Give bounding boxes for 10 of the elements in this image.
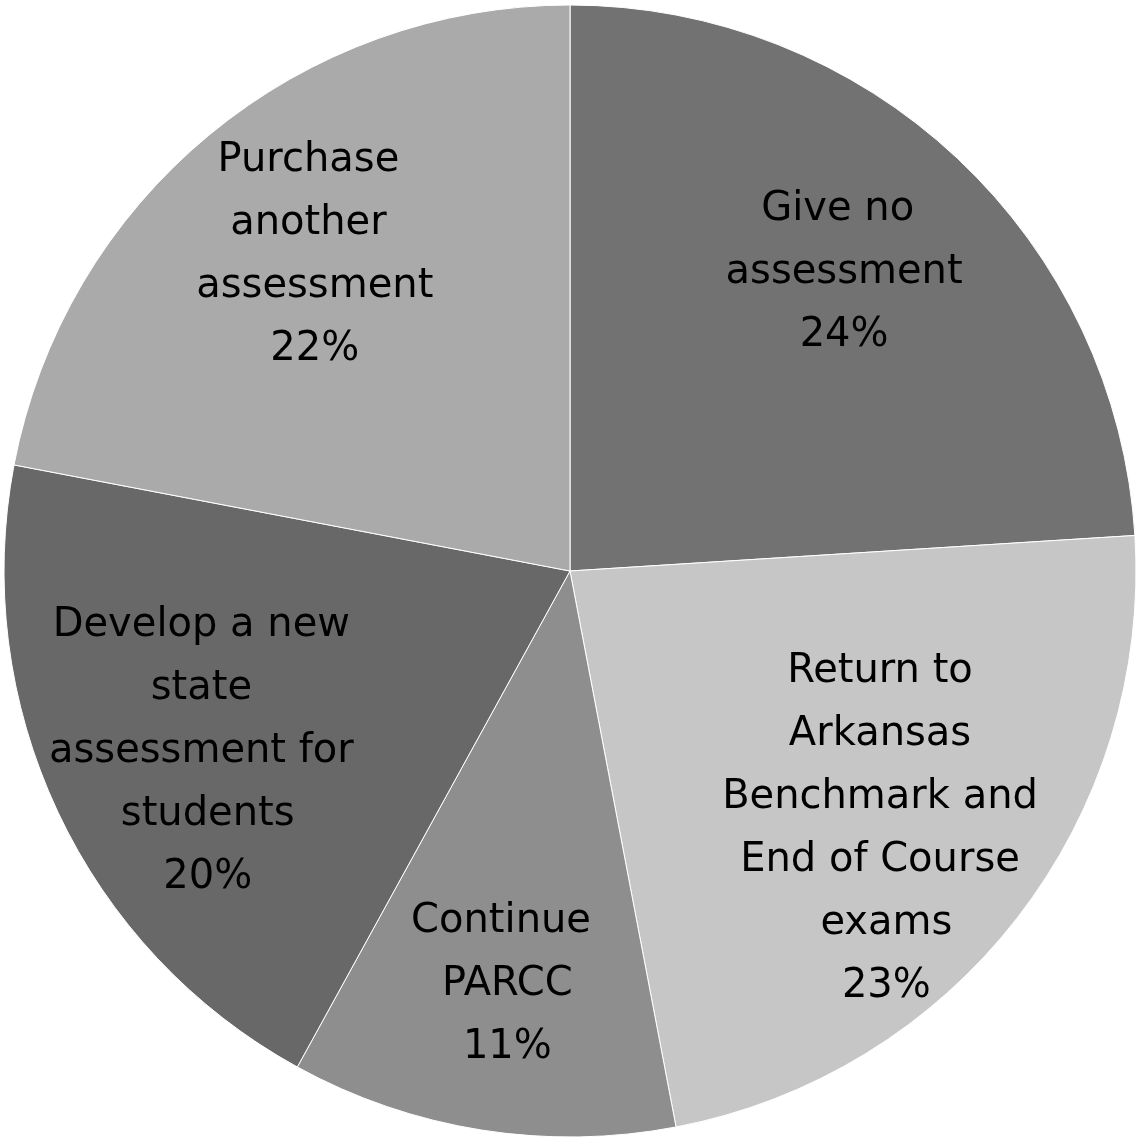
data-label: 24% (799, 308, 889, 355)
slice-label: Develop a new state assessment for students (48, 598, 367, 834)
slice-label: Purchase another assessment (196, 133, 434, 306)
slice-label: Give no assessment (725, 182, 963, 292)
data-label: 20% (163, 850, 253, 897)
data-label: 22% (270, 322, 360, 369)
slice-label: Return to Arkansas Benchmark and End of Course exams (722, 644, 1051, 943)
data-label: 23% (841, 959, 931, 1006)
data-label: 11% (462, 1020, 552, 1067)
slice-label: Continue PARCC (411, 894, 604, 1004)
